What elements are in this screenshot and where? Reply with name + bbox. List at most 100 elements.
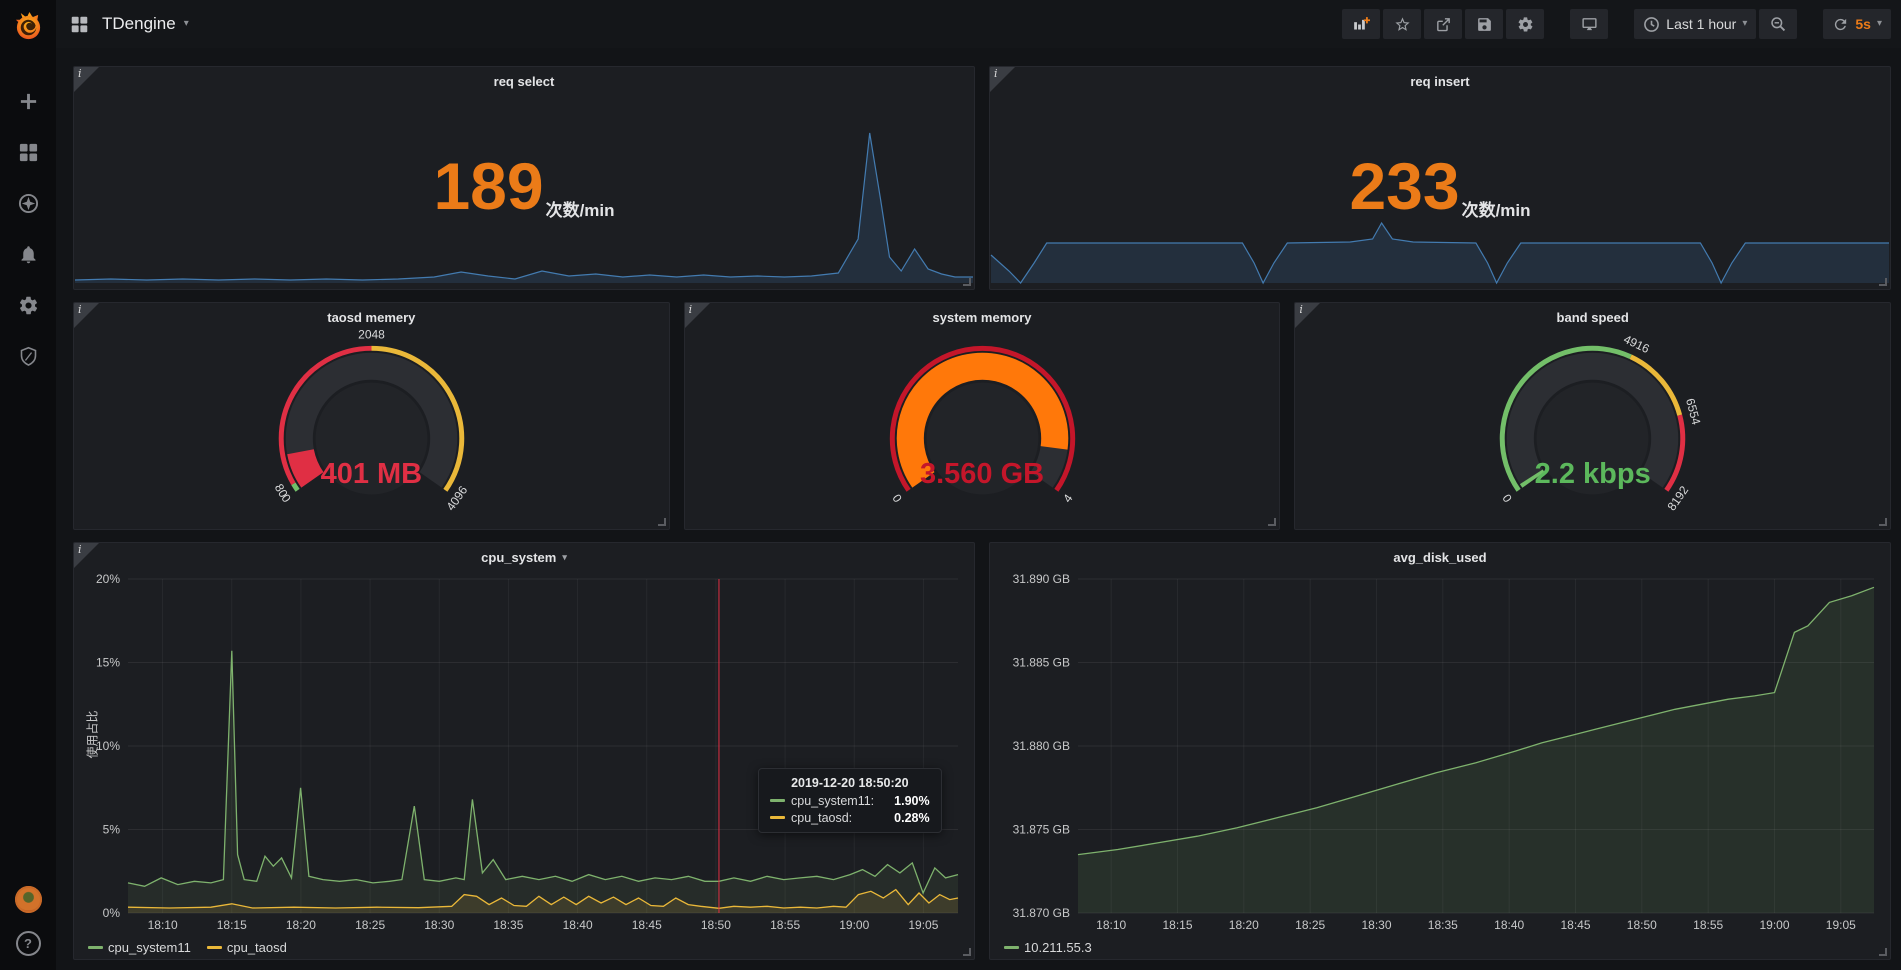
add-panel-icon [1353,16,1370,30]
panel-menu-caret-icon[interactable] [562,552,567,562]
panel-info-icon[interactable] [74,543,99,568]
refresh-picker[interactable]: 5s [1823,9,1891,39]
resize-handle[interactable] [963,948,971,956]
gauge: 3.560 GB 0 4 [693,331,1272,523]
panel-title[interactable]: system memory [932,310,1032,325]
svg-text:0: 0 [1500,492,1515,506]
dashboards-grid-button[interactable] [70,15,89,34]
resize-handle[interactable] [1879,278,1887,286]
svg-text:2048: 2048 [358,327,385,341]
time-range-picker[interactable]: Last 1 hour [1634,9,1757,39]
panel-info-icon[interactable] [74,67,99,92]
clock-icon [1644,16,1660,32]
share-icon [1436,17,1450,31]
legend-item[interactable]: cpu_taosd [206,940,287,955]
cycle-view-mode-button[interactable] [1570,9,1609,39]
panel-title[interactable]: req select [493,74,555,89]
grafana-logo[interactable] [0,0,56,52]
svg-text:31.880 GB: 31.880 GB [1013,739,1070,753]
svg-text:31.875 GB: 31.875 GB [1013,823,1070,837]
tooltip-series-name: cpu_system11: [791,793,875,808]
panel-system-memory: system memory 3.560 GB 0 4 [683,302,1281,530]
svg-text:18:35: 18:35 [1428,918,1458,932]
legend-item[interactable]: 10.211.55.3 [1004,940,1092,955]
panel-info-icon[interactable] [684,303,710,328]
series-color-dash [206,946,222,949]
panel-title-text: cpu_system [481,550,557,565]
svg-text:18:30: 18:30 [424,918,454,932]
save-dashboard-button[interactable] [1465,9,1504,39]
panel-req-select: req select 189 次数/min [73,66,975,290]
timeseries-chart[interactable]: 0% 5% 10% 15% 20% 18:10 18:15 18:20 18:25 18:30 18… [82,572,964,933]
time-range-label: Last 1 hour [1666,16,1737,32]
svg-text:19:00: 19:00 [839,918,869,932]
dashboard-title-button[interactable]: TDengine [102,14,189,34]
legend-label: cpu_system11 [108,940,191,955]
sidebar-item-create[interactable] [8,88,48,114]
sidebar: ? [0,0,56,970]
resize-handle[interactable] [1879,518,1888,526]
svg-text:0: 0 [889,492,904,506]
sidebar-item-configuration[interactable] [8,292,48,318]
y-axis-label: 使用占比 [85,710,100,759]
gauge: 2.2 kbps 0 4916 6554 8192 [1303,331,1882,523]
panel-info-icon[interactable] [990,67,1015,92]
star-dashboard-button[interactable] [1383,9,1422,39]
dashboard-row: req select 189 次数/min req insert 233 次数/… [73,66,1891,290]
tooltip-series-value: 1.90% [894,793,930,808]
panel-title[interactable]: req insert [1410,74,1470,89]
gauge-value: 3.560 GB [919,457,1045,490]
panel-info-icon[interactable] [1295,303,1321,328]
tooltip-timestamp: 2019-12-20 18:50:20 [791,775,909,790]
sidebar-item-explore[interactable] [8,190,48,216]
share-dashboard-button[interactable] [1424,9,1463,39]
panel-title[interactable]: avg_disk_used [1393,550,1487,565]
resize-handle[interactable] [1879,948,1887,956]
series-color-dash [88,946,103,949]
svg-text:80: 80 [272,481,291,500]
refresh-icon [1835,18,1847,30]
dashboard-settings-button[interactable] [1506,9,1545,39]
panel-req-insert: req insert 233 次数/min [989,66,1891,290]
zoom-out-button[interactable] [1759,9,1798,39]
series-color-dash [770,799,785,803]
series-color-dash [1004,946,1019,949]
svg-text:18:10: 18:10 [148,918,178,932]
panel-title[interactable]: taosd memery [327,310,416,325]
svg-text:5%: 5% [103,823,121,837]
tv-icon [1582,17,1597,30]
server-admin-shield-icon [20,346,36,366]
sidebar-item-dashboards[interactable] [8,139,48,165]
dashboard-title: TDengine [102,14,176,33]
legend-item[interactable]: cpu_system11 [88,940,191,955]
gauge: 401 MB 0 80 2048 4096 [82,327,661,523]
panel-title[interactable]: band speed [1556,310,1629,325]
svg-text:18:25: 18:25 [355,918,385,932]
top-navbar: TDengine Last 1 hour [56,0,1901,48]
caret-down-icon [184,19,189,29]
timeseries-chart[interactable]: 31.870 GB 31.875 GB 31.880 GB 31.885 GB 31.8… [998,572,1880,933]
svg-text:18:50: 18:50 [1627,918,1657,932]
tooltip-row: cpu_taosd: 0.28% [770,811,930,825]
sidebar-item-server-admin[interactable] [8,343,48,369]
series-color-dash [770,816,785,820]
panel-info-icon[interactable] [74,303,99,328]
svg-text:18:15: 18:15 [1162,918,1192,932]
user-avatar[interactable] [14,886,42,913]
add-panel-button[interactable] [1342,9,1381,39]
resize-handle[interactable] [1268,518,1277,526]
configuration-gear-icon [19,296,37,314]
refresh-interval-label: 5s [1855,16,1871,32]
panel-title[interactable]: cpu_system [74,550,974,565]
explore-compass-icon [18,193,38,213]
dashboard-grid: req select 189 次数/min req insert 233 次数/… [56,48,1901,970]
legend-label: cpu_taosd [226,940,287,955]
sidebar-item-alerting[interactable] [8,241,48,267]
resize-handle[interactable] [963,278,971,286]
svg-text:18:55: 18:55 [770,918,800,932]
resize-handle[interactable] [657,518,666,526]
help-icon[interactable]: ? [15,931,41,956]
tooltip-row: cpu_system11: 1.90% [770,794,930,808]
svg-text:19:00: 19:00 [1759,918,1789,932]
legend-label: 10.211.55.3 [1024,940,1092,955]
